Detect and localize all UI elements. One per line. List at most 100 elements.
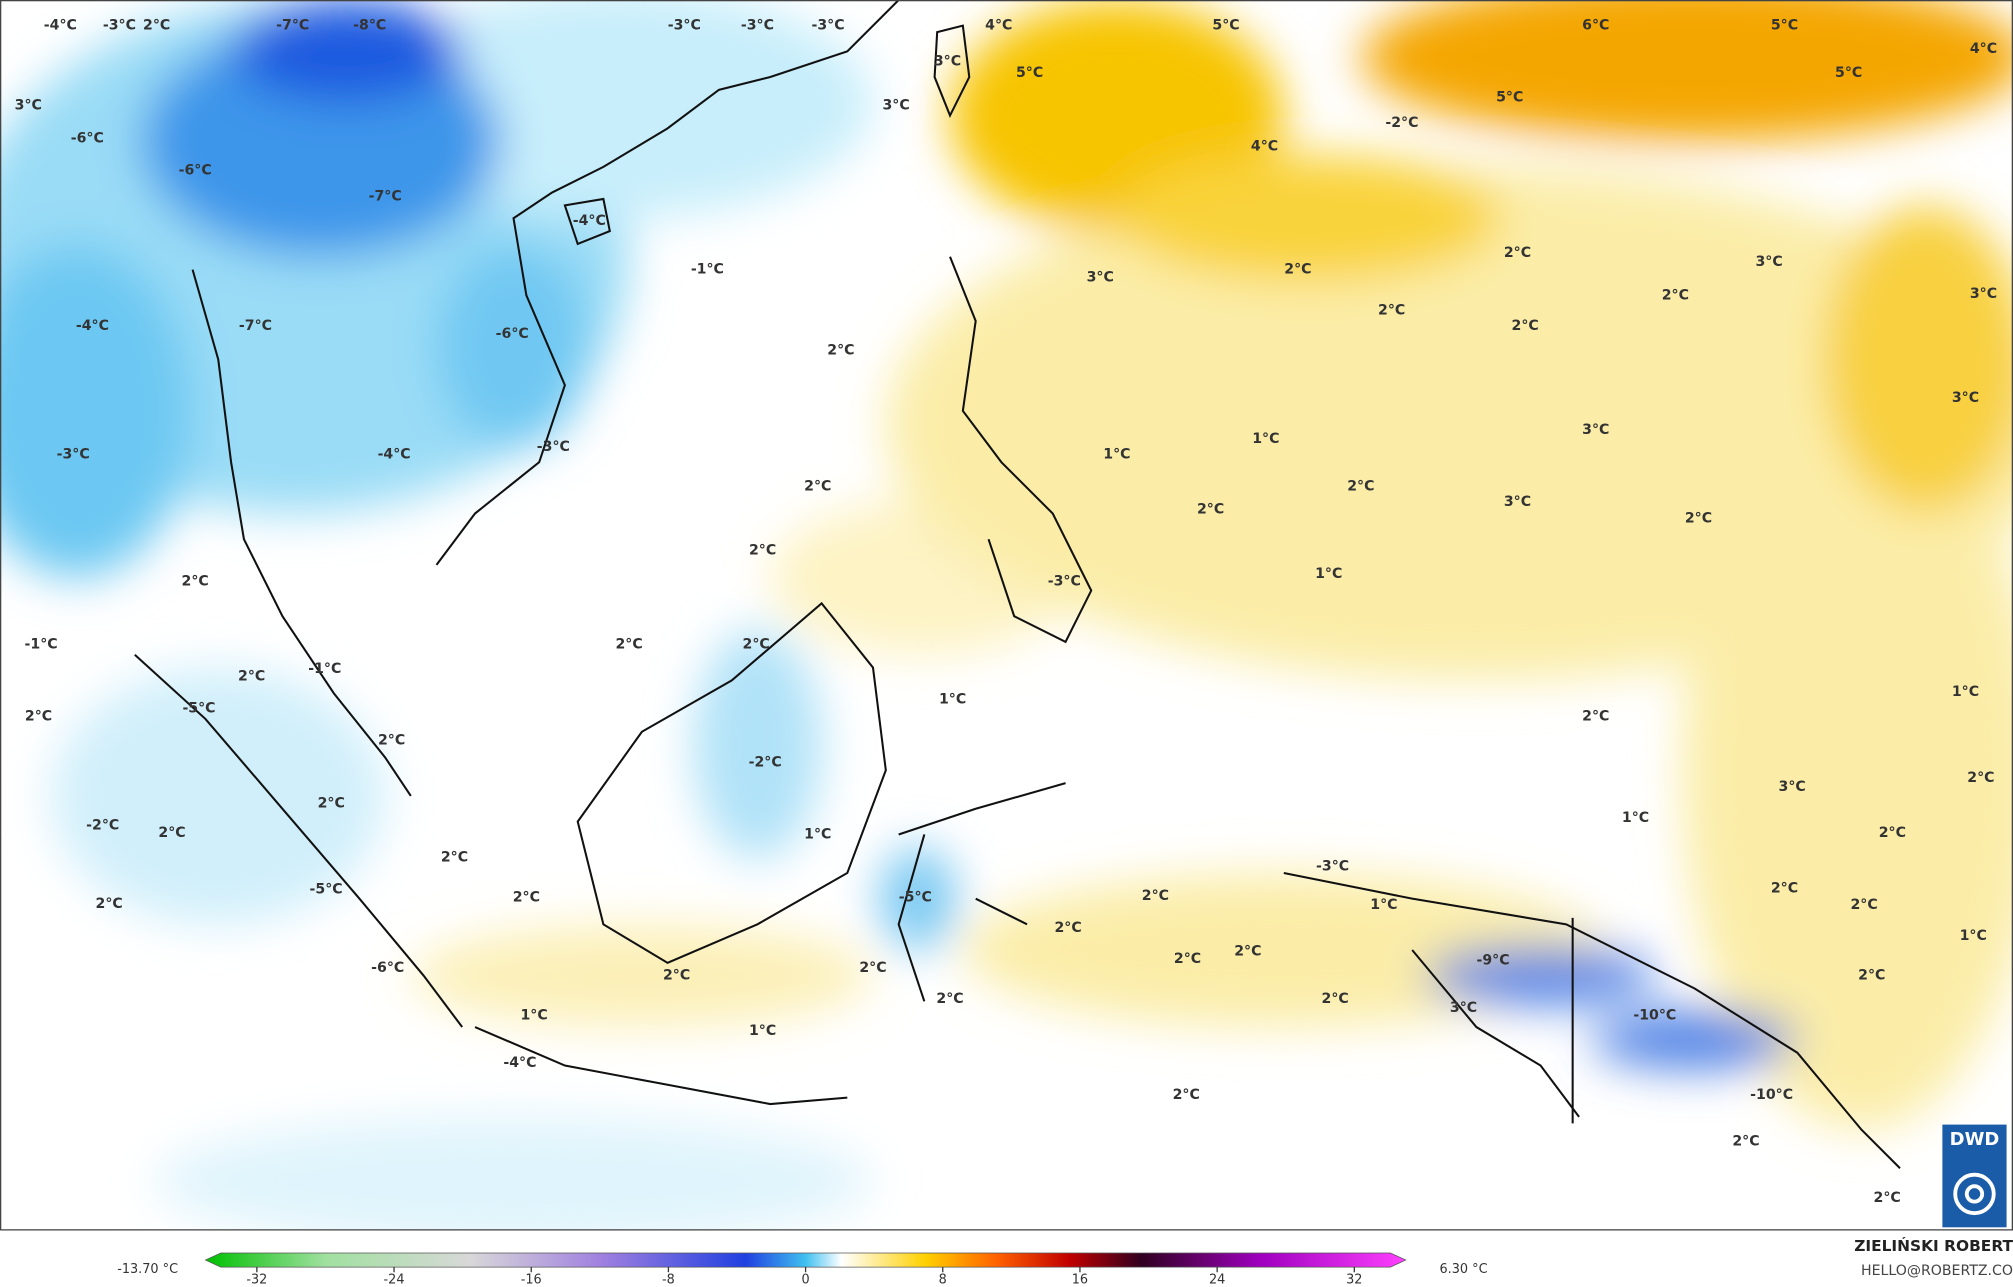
temperature-label: 1°C — [1103, 446, 1130, 462]
temperature-label: 3°C — [1087, 269, 1114, 285]
colorbar-tick-label: 32 — [1346, 1272, 1362, 1287]
temperature-label: 5°C — [1771, 18, 1798, 34]
temperature-label: 2°C — [936, 991, 963, 1007]
temperature-label: 1°C — [520, 1007, 547, 1023]
temperature-label: -3°C — [668, 18, 701, 34]
temperature-label: 2°C — [615, 636, 642, 652]
temperature-label: 1°C — [1622, 810, 1649, 826]
temperature-label: 1°C — [939, 692, 966, 708]
temperature-label: 2°C — [1347, 479, 1374, 495]
temperature-label: -2°C — [1385, 115, 1418, 131]
temperature-label: 5°C — [1496, 90, 1523, 106]
temperature-label: -4°C — [44, 18, 77, 34]
temperature-label: 6°C — [1582, 18, 1609, 34]
temperature-label: 2°C — [743, 636, 770, 652]
colorbar-tick-label: -24 — [384, 1272, 405, 1287]
temperature-label: 4°C — [1251, 138, 1278, 154]
temperature-label: -3°C — [1048, 574, 1081, 590]
temperature-field — [0, 0, 2013, 1230]
temperature-label: 3°C — [1970, 286, 1997, 302]
temperature-label: 2°C — [859, 960, 886, 976]
temperature-label: -10°C — [1633, 1007, 1676, 1023]
colorbar-tick-label: 8 — [939, 1272, 947, 1287]
temperature-label: -3°C — [812, 18, 845, 34]
colorbar: -32 -24 -16 -8 0 8 16 24 32 — [204, 1252, 1407, 1287]
temperature-label: 3°C — [1779, 779, 1806, 795]
temperature-label: -8°C — [353, 18, 386, 34]
temperature-label: -3°C — [537, 439, 570, 455]
temperature-label: -1°C — [308, 661, 341, 677]
temperature-label: -2°C — [86, 817, 119, 833]
temperature-label: 2°C — [1055, 920, 1082, 936]
contact: HELLO@ROBERTZ.CO — [1861, 1263, 2013, 1279]
temperature-label: 2°C — [663, 968, 690, 984]
temperature-label: 2°C — [1197, 502, 1224, 518]
temperature-label: -5°C — [182, 701, 215, 717]
temperature-label: 5°C — [1016, 65, 1043, 81]
temperature-label: 2°C — [1378, 303, 1405, 319]
temperature-label: 2°C — [441, 850, 468, 866]
colorbar-min-label: -13.70 °C — [117, 1262, 178, 1277]
temperature-label: 2°C — [1771, 880, 1798, 896]
temperature-label: 3°C — [882, 97, 909, 113]
temperature-label: 2°C — [25, 708, 52, 724]
temperature-label: 2°C — [1662, 287, 1689, 303]
temperature-label: 1°C — [1370, 897, 1397, 913]
temperature-label: 2°C — [1322, 991, 1349, 1007]
temperature-label: 3°C — [934, 54, 961, 70]
temperature-label: -9°C — [1477, 952, 1510, 968]
temperature-label: 2°C — [1858, 968, 1885, 984]
temperature-label: -2°C — [749, 755, 782, 771]
colorbar-tick-label: 24 — [1209, 1272, 1225, 1287]
temperature-label: 3°C — [1450, 1000, 1477, 1016]
temperature-label: 2°C — [378, 733, 405, 749]
temperature-label: 2°C — [318, 796, 345, 812]
logo-text: DWD — [1950, 1129, 2000, 1150]
temperature-label: -7°C — [239, 318, 272, 334]
temperature-label: 5°C — [1212, 18, 1239, 34]
temperature-label: 3°C — [1755, 254, 1782, 270]
temperature-label: 2°C — [804, 479, 831, 495]
temperature-label: 2°C — [1142, 888, 1169, 904]
temperature-label: 2°C — [513, 889, 540, 905]
map-frame — [0, 0, 2013, 1231]
temperature-label: -5°C — [899, 889, 932, 905]
colorbar-max-label: 6.30 °C — [1440, 1262, 1488, 1277]
colorbar-tick-label: 16 — [1072, 1272, 1088, 1287]
temperature-label: 2°C — [1284, 262, 1311, 278]
temperature-label: -6°C — [71, 131, 104, 147]
temperature-label: 3°C — [1504, 494, 1531, 510]
temperature-label: -3°C — [1316, 859, 1349, 875]
temperature-label: 2°C — [827, 342, 854, 358]
temperature-label: -7°C — [276, 18, 309, 34]
temperature-label: 4°C — [985, 18, 1012, 34]
temperature-label: 2°C — [1174, 951, 1201, 967]
temperature-label: 2°C — [1685, 511, 1712, 527]
dwd-logo: DWD — [1942, 1124, 2007, 1228]
temperature-label: 3°C — [15, 97, 42, 113]
temperature-label: -3°C — [741, 18, 774, 34]
temperature-label: 2°C — [143, 18, 170, 34]
temperature-label: -6°C — [371, 960, 404, 976]
temperature-label: -4°C — [573, 213, 606, 229]
temperature-label: 2°C — [749, 543, 776, 559]
temperature-label: -4°C — [503, 1055, 536, 1071]
temperature-label: 2°C — [238, 669, 265, 685]
temperature-label: 2°C — [1967, 770, 1994, 786]
temperature-label: 2°C — [1879, 825, 1906, 841]
temperature-label: 2°C — [1874, 1190, 1901, 1206]
temperature-label: 5°C — [1835, 65, 1862, 81]
temperature-label: -4°C — [76, 318, 109, 334]
temperature-label: -6°C — [179, 163, 212, 179]
temperature-label: -10°C — [1750, 1087, 1793, 1103]
temperature-label: 1°C — [749, 1023, 776, 1039]
temperature-label: -3°C — [103, 18, 136, 34]
temperature-label: -4°C — [378, 446, 411, 462]
temperature-label: 2°C — [158, 825, 185, 841]
temperature-label: 4°C — [1970, 41, 1997, 57]
temperature-label: 3°C — [1952, 390, 1979, 406]
colorbar-bar — [204, 1252, 1407, 1268]
temperature-label: -1°C — [691, 262, 724, 278]
